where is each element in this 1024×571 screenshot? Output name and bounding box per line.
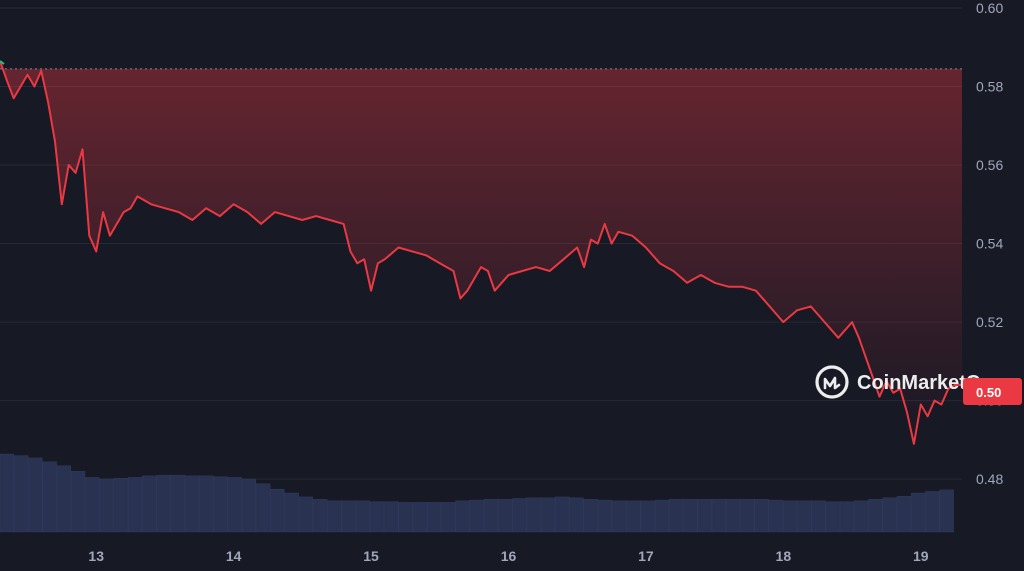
volume-bar [939,489,954,533]
current-price-label: 0.50 [976,385,1001,400]
volume-bar [241,478,257,533]
volume-bar [14,455,29,533]
volume-bar [384,501,399,533]
price-line-positive-segment [0,60,5,65]
volume-bar [498,499,513,533]
volume-bar [28,457,43,533]
volume-bar [469,499,484,533]
y-axis: 0.60 0.58 0.56 0.54 0.52 0.50 0.48 [976,0,1003,487]
volume-bar [213,476,228,533]
x-tick-label: 14 [226,548,242,564]
volume-bar [697,499,712,533]
volume-bar [583,499,598,533]
coinmarketcap-logo-icon [815,365,849,399]
volume-bar [839,501,855,533]
volume-bar [398,502,413,533]
current-price-badge: 0.50 [963,378,1022,405]
volume-bar [298,496,314,533]
volume-bar [925,491,940,533]
volume-bar [569,497,584,533]
x-tick-label: 19 [913,548,929,564]
volume-bar [711,499,726,533]
volume-bar [626,500,641,533]
price-area [0,61,962,444]
volume-bar [270,488,285,533]
volume-bar [612,500,627,533]
volume-bar [113,478,128,533]
volume-bar [854,500,869,533]
volume-bar [669,499,684,533]
volume-bar [726,499,741,533]
volume-bar [811,500,826,533]
volume-bar [0,453,14,533]
volume-bar [284,492,299,533]
y-tick-label: 0.60 [976,0,1003,16]
volume-bar [227,477,242,533]
y-tick-label: 0.54 [976,236,1003,252]
y-tick-label: 0.56 [976,157,1003,173]
y-tick-label: 0.48 [976,471,1003,487]
y-tick-label: 0.52 [976,314,1003,330]
price-area-fill [0,61,962,444]
volume-bar [199,475,214,533]
volume-bar [85,477,100,533]
volume-bar [896,495,912,533]
volume-bar [313,499,328,533]
volume-bar [99,478,114,533]
volume-bar [640,500,655,533]
y-tick-label: 0.58 [976,79,1003,95]
volume-bar [455,500,470,533]
volume-bar [483,499,499,533]
volume-bar [740,499,755,533]
x-tick-label: 15 [363,548,379,564]
volume-bar [156,474,171,533]
volume-bar [56,465,71,533]
x-tick-label: 13 [88,548,104,564]
volume-bar [184,475,200,533]
volume-bar [142,475,157,533]
volume-bar [754,499,769,533]
volume-bar [768,499,783,533]
price-line-group [0,60,962,445]
volume-bar [412,502,427,533]
volume-bar [256,483,271,533]
volume-bar [882,497,897,533]
volume-bar [782,500,798,533]
x-tick-label: 17 [638,548,654,564]
volume-bar [341,500,356,533]
x-axis: 13 14 15 16 17 18 19 [88,548,928,564]
volume-bar [654,499,669,533]
volume-bars [0,453,954,533]
volume-bar [370,501,385,533]
volume-bar [868,499,883,533]
volume-bar [526,497,541,533]
volume-bar [540,497,556,533]
volume-bar [555,496,570,533]
volume-bar [42,461,57,533]
x-tick-label: 16 [501,548,517,564]
x-tick-label: 18 [776,548,792,564]
volume-bar [441,502,456,533]
volume-bar [911,492,926,533]
volume-bar [797,500,812,533]
volume-bar [427,502,442,533]
volume-bar [170,474,185,533]
volume-bar [825,501,840,533]
volume-bar [127,477,143,533]
volume-bar [683,499,698,533]
volume-bar [327,500,342,533]
volume-bar [355,500,370,533]
volume-bar [597,499,613,533]
volume-bar [71,471,86,533]
price-line [0,60,962,445]
volume-bar [512,498,527,533]
